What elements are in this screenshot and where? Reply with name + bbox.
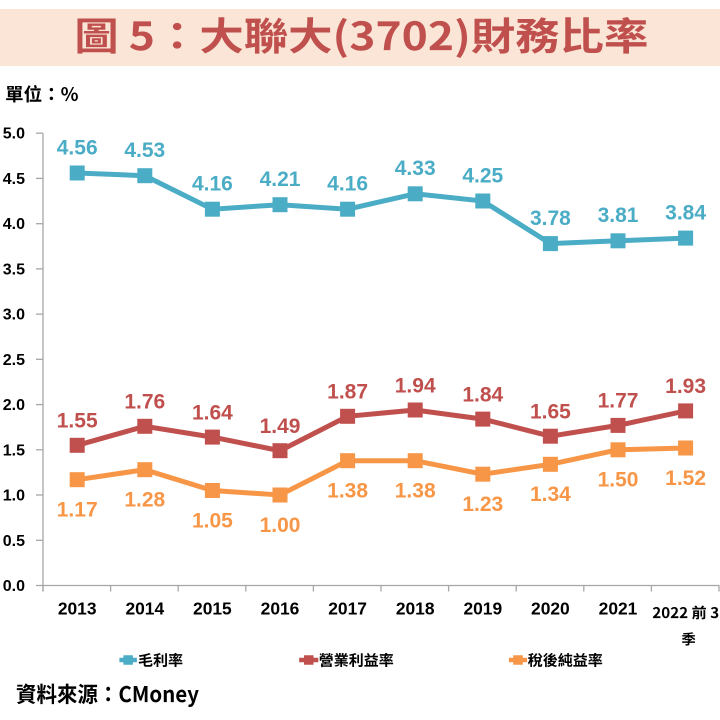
svg-text:2.0: 2.0 [3,397,25,414]
svg-text:1.84: 1.84 [462,383,503,406]
svg-text:4.0: 4.0 [3,216,25,233]
svg-text:1.38: 1.38 [395,479,436,502]
svg-text:2018: 2018 [396,598,435,618]
svg-text:1.23: 1.23 [462,493,503,516]
svg-text:1.49: 1.49 [260,415,301,438]
svg-text:2015: 2015 [193,598,232,618]
svg-text:2020: 2020 [531,598,570,618]
svg-text:3.78: 3.78 [530,207,571,230]
svg-text:3.5: 3.5 [3,261,25,278]
svg-text:2021: 2021 [599,598,638,618]
svg-text:1.0: 1.0 [3,488,25,505]
svg-text:1.38: 1.38 [327,479,368,502]
svg-text:3.81: 3.81 [598,204,639,227]
svg-text:1.94: 1.94 [395,374,436,397]
svg-text:0.5: 0.5 [3,533,25,550]
svg-text:1.34: 1.34 [530,483,571,506]
svg-text:1.00: 1.00 [260,514,301,537]
svg-text:3.84: 3.84 [665,201,706,224]
svg-text:2019: 2019 [463,598,502,618]
svg-text:2013: 2013 [58,598,97,618]
svg-text:0.0: 0.0 [3,578,25,595]
svg-text:1.50: 1.50 [598,469,639,492]
svg-text:1.64: 1.64 [192,401,233,424]
svg-text:1.52: 1.52 [665,467,706,490]
svg-text:5.0: 5.0 [3,126,25,143]
svg-text:4.56: 4.56 [57,136,98,159]
svg-text:4.5: 4.5 [3,171,25,188]
svg-text:3.0: 3.0 [3,307,25,324]
svg-text:4.33: 4.33 [395,157,436,180]
svg-text:2016: 2016 [261,598,300,618]
svg-text:1.87: 1.87 [327,381,368,404]
svg-text:4.25: 4.25 [462,164,503,187]
svg-text:1.65: 1.65 [530,401,571,424]
svg-text:1.28: 1.28 [124,489,165,512]
svg-text:1.76: 1.76 [124,391,165,414]
svg-text:2.5: 2.5 [3,352,25,369]
svg-text:1.55: 1.55 [57,410,98,433]
svg-text:4.16: 4.16 [192,172,233,195]
svg-text:1.5: 1.5 [3,442,25,459]
svg-text:1.17: 1.17 [57,498,98,521]
svg-text:1.77: 1.77 [598,390,639,413]
svg-text:4.53: 4.53 [124,139,165,162]
svg-text:1.05: 1.05 [192,509,233,532]
svg-text:1.93: 1.93 [665,375,706,398]
svg-text:2017: 2017 [328,598,367,618]
svg-text:2014: 2014 [125,598,164,618]
svg-text:4.16: 4.16 [327,172,368,195]
svg-text:4.21: 4.21 [260,168,301,191]
